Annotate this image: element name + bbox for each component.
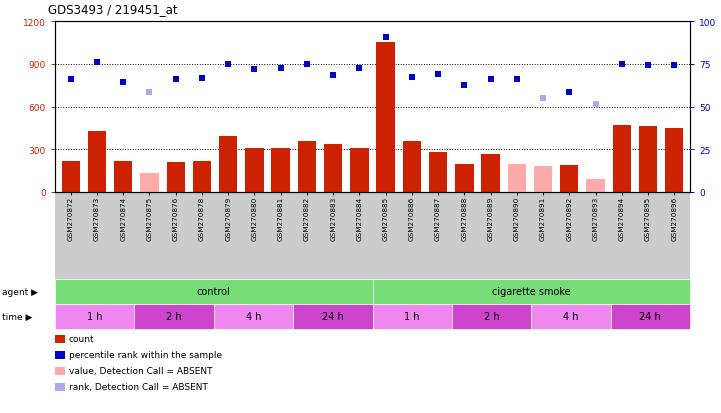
Bar (429, 153, 447, 192)
Point (170, 77, 182, 83)
Point (222, 61, 234, 68)
Text: agent ▶: agent ▶ (2, 287, 38, 296)
Text: 24 h: 24 h (640, 312, 661, 322)
Point (275, 66, 286, 72)
Point (353, 66, 365, 72)
Point (564, 90, 575, 96)
Text: 24 h: 24 h (322, 312, 344, 322)
Point (642, 63, 654, 69)
Bar (350, 148, 368, 192)
Bar (455, 164, 474, 192)
Point (301, 61, 313, 68)
Point (511, 77, 523, 83)
Bar (114, 161, 133, 192)
Bar (61, 161, 80, 192)
Bar (376, 43, 395, 192)
Bar (508, 164, 526, 192)
Bar (219, 137, 237, 192)
Text: cigarette smoke: cigarette smoke (492, 287, 570, 297)
Bar (88, 131, 106, 192)
Bar (613, 126, 631, 192)
Point (196, 76, 208, 82)
Bar (560, 166, 578, 192)
Text: 4 h: 4 h (246, 312, 261, 322)
Point (118, 80, 129, 86)
Bar (482, 154, 500, 192)
Point (327, 73, 339, 79)
Text: percentile rank within the sample: percentile rank within the sample (69, 351, 222, 360)
Bar (324, 144, 342, 192)
Bar (141, 174, 159, 192)
Point (380, 34, 392, 41)
Point (616, 61, 627, 68)
Bar (193, 161, 211, 192)
Point (92, 60, 103, 66)
Point (406, 74, 417, 81)
Point (143, 90, 155, 96)
Bar (639, 127, 658, 192)
Text: 4 h: 4 h (563, 312, 579, 322)
Point (485, 77, 496, 83)
Bar (534, 167, 552, 192)
Bar (586, 180, 605, 192)
Point (65, 77, 76, 83)
Point (459, 83, 470, 89)
Point (668, 63, 680, 69)
Bar (245, 148, 264, 192)
Text: 1 h: 1 h (404, 312, 420, 322)
Bar (272, 148, 290, 192)
Text: 1 h: 1 h (87, 312, 102, 322)
Bar (167, 163, 185, 192)
Text: time ▶: time ▶ (2, 312, 32, 321)
Point (249, 67, 260, 74)
Bar (665, 128, 684, 192)
Point (537, 95, 549, 102)
Text: 2 h: 2 h (167, 312, 182, 322)
Text: 2 h: 2 h (484, 312, 500, 322)
Text: control: control (197, 287, 231, 297)
Text: value, Detection Call = ABSENT: value, Detection Call = ABSENT (69, 367, 213, 375)
Point (433, 71, 444, 78)
Point (590, 101, 601, 108)
Bar (402, 141, 421, 192)
Text: count: count (69, 335, 94, 344)
Bar (298, 141, 316, 192)
Text: rank, Detection Call = ABSENT: rank, Detection Call = ABSENT (69, 382, 208, 392)
Text: GDS3493 / 219451_at: GDS3493 / 219451_at (48, 3, 177, 16)
